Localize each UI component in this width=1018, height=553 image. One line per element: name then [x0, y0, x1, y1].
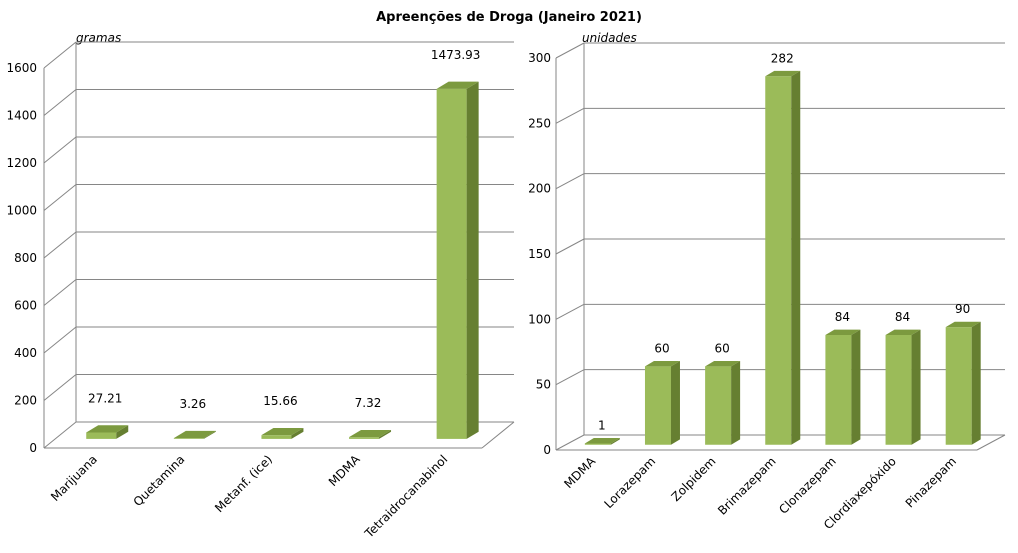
left-bar-top-marijuana	[86, 425, 129, 433]
right-category-label-lorazepam: Lorazepam	[601, 454, 658, 511]
left-bar-metanf-ice	[261, 435, 292, 439]
left-chart-gramas: gramas 0 200 400 600 800 1000 1200 1400 1600 27.2…	[6, 31, 515, 541]
right-bar-top-clordiaxepoxido	[885, 329, 921, 335]
right-bar-side-lorazepam	[670, 360, 680, 445]
right-category-label-pinazepam: Pinazepam	[903, 454, 959, 510]
left-grid-diagonal	[43, 421, 77, 449]
left-category-label-tetraidrocanabinol: Tetraidrocanabinol	[361, 452, 450, 541]
right-y-unit-label: unidades	[582, 31, 637, 45]
left-bar-marijuana	[86, 432, 117, 439]
right-y-tick-label: 150	[528, 247, 551, 261]
right-bar-side-clonazepam	[851, 329, 861, 445]
left-bar-side-tetraidrocanabinol	[466, 81, 479, 439]
left-bar-side-metanf-ice	[291, 427, 304, 439]
left-y-unit-label: gramas	[76, 31, 121, 45]
left-data-label-marijuana: 27.21	[88, 391, 122, 405]
right-category-label-brimazepam: Brimazepam	[715, 454, 779, 518]
right-data-label-zolpidem: 60	[714, 341, 729, 355]
right-y-tick-label: 50	[536, 378, 551, 392]
right-bar-side-pinazepam	[971, 321, 981, 445]
right-grid-diagonal	[555, 303, 585, 320]
left-bar-side-quetamina	[203, 430, 216, 439]
left-bar-mdma	[349, 437, 380, 439]
right-grid-diagonal	[555, 42, 585, 59]
right-grid-diagonal	[555, 107, 585, 124]
right-category-label-zolpidem: Zolpidem	[669, 454, 719, 504]
left-y-tick-label: 1600	[6, 61, 37, 75]
left-y-tick-label: 0	[29, 441, 37, 455]
right-bar-top-mdma	[584, 438, 620, 444]
right-data-label-pinazepam: 90	[955, 302, 970, 316]
right-bar-top-zolpidem	[705, 360, 741, 367]
left-data-label-metanf-ice: 15.66	[263, 394, 297, 408]
left-floor-edge	[481, 421, 515, 449]
right-bar-top-clonazepam	[825, 329, 861, 335]
left-category-label-marijuana: Marijuana	[48, 452, 100, 504]
right-bar-pinazepam	[945, 327, 972, 445]
left-grid-diagonal	[43, 374, 77, 401]
left-grid-diagonal	[43, 326, 77, 354]
left-grid-diagonal	[43, 184, 77, 211]
right-data-label-mdma: 1	[598, 418, 606, 432]
left-y-tick-label: 1000	[6, 204, 37, 218]
left-y-tick-label: 400	[14, 346, 37, 360]
right-grid-diagonal	[555, 238, 585, 255]
left-y-tick-label: 600	[14, 299, 37, 313]
right-grid-diagonal	[555, 434, 585, 451]
left-bar-tetraidrocanabinol	[436, 88, 467, 439]
left-grid-diagonal	[43, 41, 77, 69]
right-bar-lorazepam	[644, 366, 671, 445]
right-bar-side-zolpidem	[731, 360, 741, 445]
left-grid-diagonal	[43, 136, 77, 164]
left-y-tick-label: 800	[14, 251, 37, 265]
left-data-label-mdma: 7.32	[355, 396, 382, 410]
left-y-tick-label: 1400	[6, 109, 37, 123]
right-bar-top-pinazepam	[945, 321, 981, 328]
right-bar-mdma	[584, 443, 611, 445]
right-bar-brimazepam	[765, 76, 792, 445]
left-grid-diagonal	[43, 89, 77, 116]
right-data-label-clordiaxepoxido: 84	[895, 310, 910, 324]
right-bar-side-brimazepam	[791, 70, 801, 445]
right-bar-top-lorazepam	[644, 360, 680, 367]
right-bar-top-brimazepam	[765, 70, 801, 77]
right-data-label-brimazepam: 282	[771, 51, 794, 65]
right-y-tick-label: 200	[528, 182, 551, 196]
right-bar-side-mdma	[610, 438, 620, 445]
left-bar-quetamina	[173, 438, 204, 439]
left-data-label-quetamina: 3.26	[179, 397, 206, 411]
left-category-label-mdma: MDMA	[326, 452, 363, 489]
right-bar-zolpidem	[705, 366, 732, 445]
right-y-tick-label: 250	[528, 116, 551, 130]
right-category-label-mdma: MDMA	[561, 454, 598, 491]
right-data-label-clonazepam: 84	[835, 310, 850, 324]
right-grid-diagonal	[555, 369, 585, 386]
right-category-label-clonazepam: Clonazepam	[776, 454, 838, 516]
right-y-tick-label: 100	[528, 312, 551, 326]
right-chart-unidades: unidades 0 50 100 150 200 250 300 1 MDMA 60 Loraze…	[528, 31, 1006, 532]
right-y-tick-label: 0	[543, 443, 551, 457]
right-floor-edge	[976, 434, 1006, 451]
left-bar-top-metanf-ice	[261, 427, 304, 436]
chart-title: Apreenções de Droga (Janeiro 2021)	[376, 10, 642, 25]
right-grid-diagonal	[555, 173, 585, 190]
left-y-tick-label: 1200	[6, 156, 37, 170]
left-data-label-tetraidrocanabinol: 1473.93	[431, 48, 481, 62]
left-bar-top-quetamina	[173, 430, 216, 439]
right-bar-clonazepam	[825, 334, 852, 445]
right-y-tick-label: 300	[528, 51, 551, 65]
left-bar-side-marijuana	[116, 425, 129, 439]
left-bar-top-tetraidrocanabinol	[436, 81, 479, 89]
right-bar-side-clordiaxepoxido	[911, 329, 921, 445]
left-grid-diagonal	[43, 231, 77, 259]
left-y-tick-label: 200	[14, 394, 37, 408]
left-category-label-quetamina: Quetamina	[131, 452, 188, 509]
right-bar-clordiaxepoxido	[885, 334, 912, 445]
left-category-label-metanf-ice: Metanf. (ice)	[212, 452, 275, 515]
right-data-label-lorazepam: 60	[654, 341, 669, 355]
left-grid-diagonal	[43, 279, 77, 306]
left-bar-top-mdma	[349, 429, 392, 438]
left-bar-side-mdma	[379, 429, 392, 439]
